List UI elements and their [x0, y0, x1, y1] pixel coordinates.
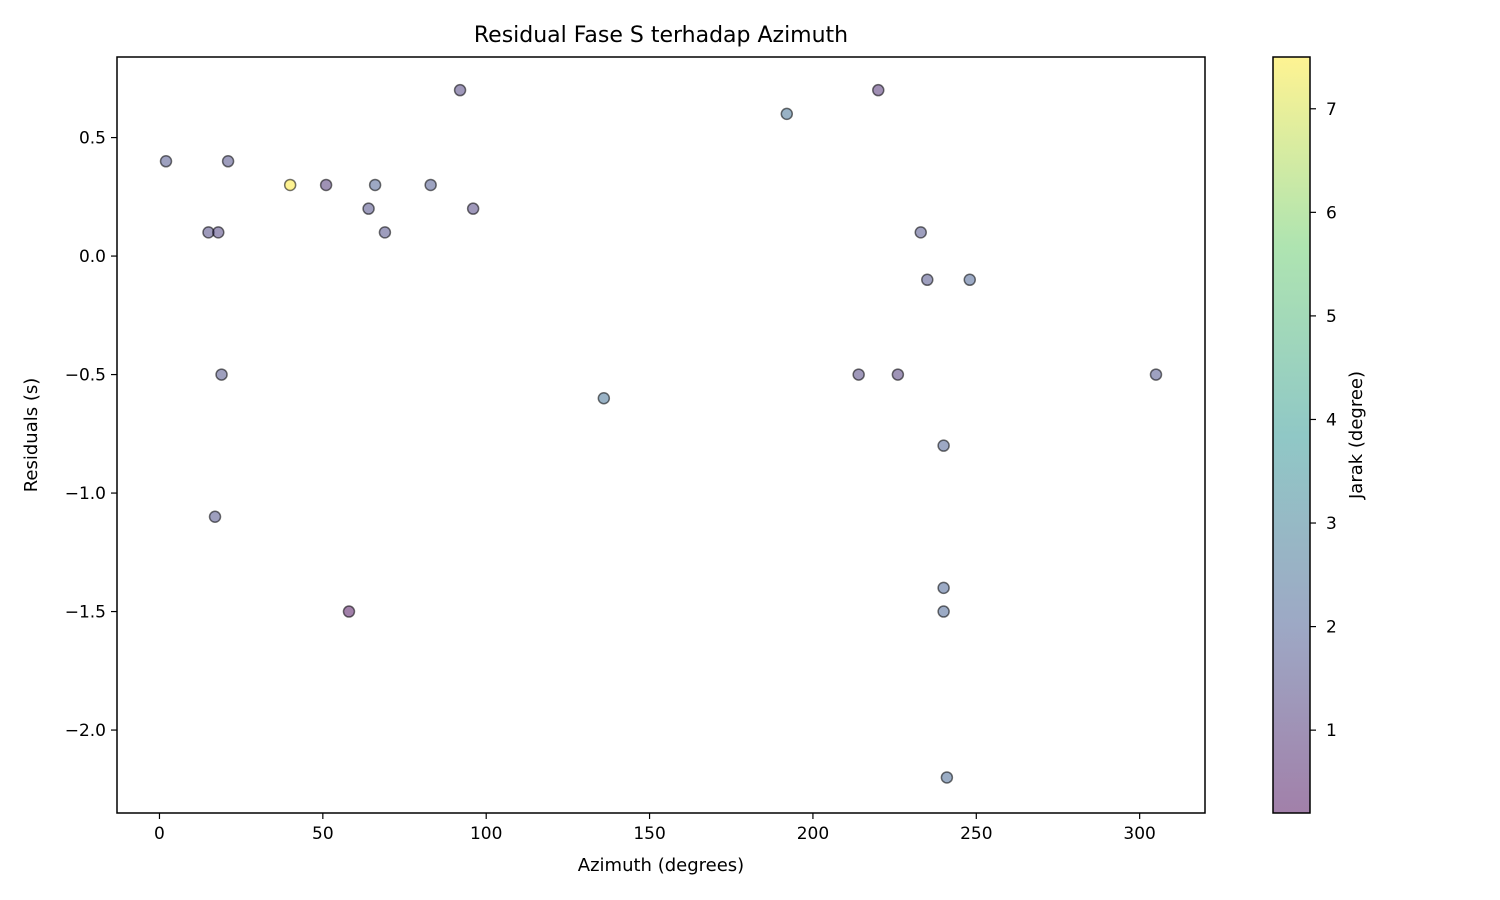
data-point — [212, 226, 225, 239]
y-tick-label: −1.5 — [65, 603, 106, 623]
data-point — [453, 83, 467, 97]
data-point — [159, 155, 173, 168]
x-tick-label: 300 — [1123, 824, 1155, 844]
y-axis-label: Residuals (s) — [21, 378, 42, 493]
data-point — [466, 202, 480, 215]
y-tick-label: 0.5 — [79, 129, 106, 149]
y-tick-label: 0.0 — [79, 247, 106, 267]
data-point — [937, 439, 950, 452]
x-tick-label: 150 — [633, 824, 665, 844]
data-points — [159, 83, 1163, 784]
colorbar-label: Jarak (degree) — [1346, 371, 1367, 500]
x-tick-label: 0 — [154, 824, 165, 844]
data-point — [362, 202, 375, 215]
data-point — [368, 178, 382, 192]
colorbar-tick-label: 6 — [1326, 203, 1337, 223]
x-tick-label: 250 — [960, 824, 992, 844]
plot-area: 0 50 100 150 200 250 300 0.5 0.0 −0.5 −1.0 −1.5 −2.… — [65, 56, 1206, 844]
data-point — [1149, 368, 1163, 381]
chart-title: Residual Fase S terhadap Azimuth — [474, 23, 848, 48]
data-point — [342, 605, 356, 618]
colorbar: 1 2 3 4 5 6 7 Jarak (degree) — [1272, 56, 1367, 814]
data-point — [283, 178, 297, 192]
x-axis: 0 50 100 150 200 250 300 — [154, 813, 1156, 844]
data-point — [963, 273, 977, 287]
colorbar-tick-label: 2 — [1326, 618, 1337, 638]
data-point — [319, 178, 333, 192]
x-tick-label: 50 — [312, 824, 334, 844]
data-point — [872, 83, 885, 97]
data-point — [914, 226, 927, 239]
data-point — [937, 581, 950, 595]
data-point — [852, 368, 865, 381]
y-axis: 0.5 0.0 −0.5 −1.0 −1.5 −2.0 — [65, 129, 117, 741]
data-point — [215, 368, 228, 381]
x-tick-label: 200 — [797, 824, 829, 844]
colorbar-tick-label: 1 — [1326, 721, 1337, 741]
data-point — [378, 226, 392, 239]
x-axis-label: Azimuth (degrees) — [578, 855, 744, 876]
data-point — [921, 273, 934, 287]
data-point — [424, 178, 437, 192]
data-point — [221, 155, 235, 168]
y-tick-label: −1.0 — [65, 484, 106, 504]
y-tick-label: −2.0 — [65, 721, 106, 741]
data-point — [940, 771, 954, 784]
data-point — [208, 510, 222, 524]
colorbar-tick-label: 5 — [1326, 307, 1337, 327]
colorbar-gradient — [1272, 56, 1311, 814]
colorbar-tick-label: 7 — [1326, 100, 1337, 120]
plot-frame — [116, 56, 1206, 814]
x-tick-label: 100 — [470, 824, 502, 844]
data-point — [780, 107, 794, 121]
data-point — [937, 605, 950, 618]
colorbar-tick-label: 4 — [1326, 410, 1337, 430]
colorbar-ticks: 1 2 3 4 5 6 7 — [1310, 100, 1337, 741]
y-tick-label: −0.5 — [65, 366, 106, 386]
colorbar-tick-label: 3 — [1326, 514, 1337, 534]
data-point — [891, 368, 905, 381]
data-point — [597, 392, 611, 405]
